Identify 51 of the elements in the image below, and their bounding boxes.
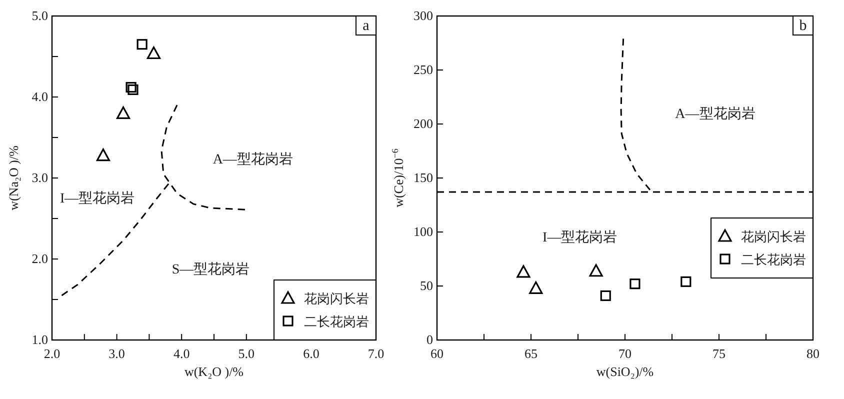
x-tick-label: 4.0 xyxy=(173,346,190,361)
x-tick-label: 7.0 xyxy=(368,346,384,361)
y-tick-label: 100 xyxy=(414,224,433,239)
chart-title: a xyxy=(362,18,370,34)
panel-title: a xyxy=(356,16,376,36)
y-tick-label: 50 xyxy=(420,278,433,293)
point xyxy=(116,106,130,119)
y-tick-label: 3.0 xyxy=(32,170,48,185)
point xyxy=(516,265,530,278)
x-tick-label: 3.0 xyxy=(108,346,125,361)
x-tick-label: 5.0 xyxy=(238,346,255,361)
x-tick-label: 65 xyxy=(524,346,538,361)
x-axis-title: w(SiO₂)/% xyxy=(596,364,654,379)
point xyxy=(128,84,138,96)
panel-title: b xyxy=(792,16,814,36)
point xyxy=(600,290,611,302)
point xyxy=(630,278,640,290)
point xyxy=(680,276,692,287)
y-tick-label: 1.0 xyxy=(32,332,48,347)
chart-title: b xyxy=(799,18,807,34)
y-tick-label: 200 xyxy=(414,116,433,131)
x-tick-label: 80 xyxy=(806,346,820,361)
point xyxy=(589,264,603,277)
x-tick-label: 2.0 xyxy=(44,346,60,361)
legend-label: 二长花岗岩 xyxy=(741,252,806,267)
annotation: I—型花岗岩 xyxy=(60,190,135,206)
y-axis-title: w(Na₂O )/% xyxy=(6,145,21,210)
x-tick-label: 6.0 xyxy=(303,346,320,361)
x-tick-label: 60 xyxy=(430,346,444,361)
annotation: I—型花岗岩 xyxy=(542,229,618,246)
legend-label: 花岗闪长岩 xyxy=(304,291,369,306)
point xyxy=(146,46,161,60)
y-tick-label: 2.0 xyxy=(32,251,48,266)
y-tick-label: 300 xyxy=(414,8,433,23)
y-tick-label: 250 xyxy=(414,62,433,77)
point xyxy=(126,82,136,93)
x-tick-label: 75 xyxy=(712,346,726,361)
annotation: A—型花岗岩 xyxy=(675,106,756,122)
annotation: A—型花岗岩 xyxy=(212,152,293,168)
y-tick-label: 0 xyxy=(426,332,433,347)
x-tick-label: 70 xyxy=(618,346,632,361)
x-axis-title: w(K₂O )/% xyxy=(184,364,244,379)
point xyxy=(529,281,543,294)
legend-label: 二长花岗岩 xyxy=(304,314,369,329)
annotation: S—型花岗岩 xyxy=(172,262,250,278)
y-tick-label: 5.0 xyxy=(32,8,48,23)
y-tick-label: 150 xyxy=(414,170,433,185)
y-tick-label: 4.0 xyxy=(32,89,48,104)
point xyxy=(136,39,148,50)
point xyxy=(96,148,110,162)
legend-label: 花岗闪长岩 xyxy=(741,229,806,244)
